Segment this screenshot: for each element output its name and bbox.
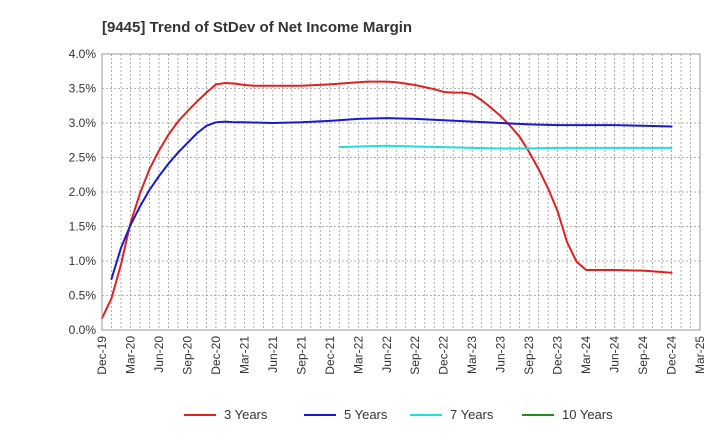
x-tick-label: Sep-24 bbox=[636, 336, 650, 375]
x-tick-label: Jun-20 bbox=[152, 336, 166, 373]
y-tick-label: 4.0% bbox=[69, 47, 97, 61]
plot-area bbox=[102, 54, 700, 330]
x-tick-label: Dec-20 bbox=[209, 336, 223, 375]
x-tick-label: Mar-24 bbox=[579, 336, 593, 374]
y-tick-label: 1.5% bbox=[69, 220, 97, 234]
grid-lines bbox=[101, 53, 701, 331]
y-tick-label: 2.0% bbox=[69, 185, 97, 199]
x-tick-label: Sep-22 bbox=[408, 336, 422, 375]
x-tick-label: Dec-21 bbox=[323, 336, 337, 375]
y-tick-label: 0.0% bbox=[69, 323, 97, 337]
x-tick-label: Sep-20 bbox=[180, 336, 194, 375]
chart-title: [9445] Trend of StDev of Net Income Marg… bbox=[102, 19, 412, 36]
plot-border bbox=[101, 53, 701, 331]
series-line bbox=[338, 144, 673, 150]
legend-label: 5 Years bbox=[344, 407, 388, 422]
y-tick-label: 3.5% bbox=[69, 82, 97, 96]
x-tick-label: Mar-25 bbox=[693, 336, 707, 374]
x-tick-label: Mar-20 bbox=[123, 336, 137, 374]
x-tick-label: Mar-22 bbox=[351, 336, 365, 374]
series-line bbox=[101, 80, 673, 320]
x-tick-label: Jun-22 bbox=[380, 336, 394, 373]
series-line bbox=[110, 117, 673, 280]
series-layer bbox=[101, 80, 673, 320]
y-tick-label: 2.5% bbox=[69, 151, 97, 165]
legend-label: 10 Years bbox=[562, 407, 613, 422]
legend-label: 7 Years bbox=[450, 407, 494, 422]
x-tick-label: Dec-24 bbox=[665, 336, 679, 375]
y-tick-label: 1.0% bbox=[69, 254, 97, 268]
y-tick-label: 3.0% bbox=[69, 116, 97, 130]
x-tick-label: Sep-21 bbox=[294, 336, 308, 375]
x-tick-label: Dec-22 bbox=[437, 336, 451, 375]
x-tick-label: Jun-23 bbox=[494, 336, 508, 373]
legend: 3 Years 5 Years 7 Years 10 Years bbox=[184, 407, 613, 422]
plot-background bbox=[102, 54, 700, 330]
y-tick-label: 0.5% bbox=[69, 289, 97, 303]
x-tick-label: Dec-19 bbox=[95, 336, 109, 375]
x-tick-label: Jun-21 bbox=[266, 336, 280, 373]
axes bbox=[101, 53, 701, 331]
x-tick-label: Dec-23 bbox=[551, 336, 565, 375]
x-tick-label: Mar-21 bbox=[237, 336, 251, 374]
x-tick-label: Sep-23 bbox=[522, 336, 536, 375]
y-axis-ticks: 0.0% 0.5% 1.0% 1.5% 2.0% 2.5% 3.0% 3.5% 4.0% bbox=[69, 47, 97, 337]
legend-label: 3 Years bbox=[224, 407, 268, 422]
x-tick-label: Mar-23 bbox=[465, 336, 479, 374]
x-axis-ticks: Dec-19 Mar-20 Jun-20 Sep-20 Dec-20 Mar-21 Jun-… bbox=[95, 336, 707, 375]
x-tick-label: Jun-24 bbox=[608, 336, 622, 373]
